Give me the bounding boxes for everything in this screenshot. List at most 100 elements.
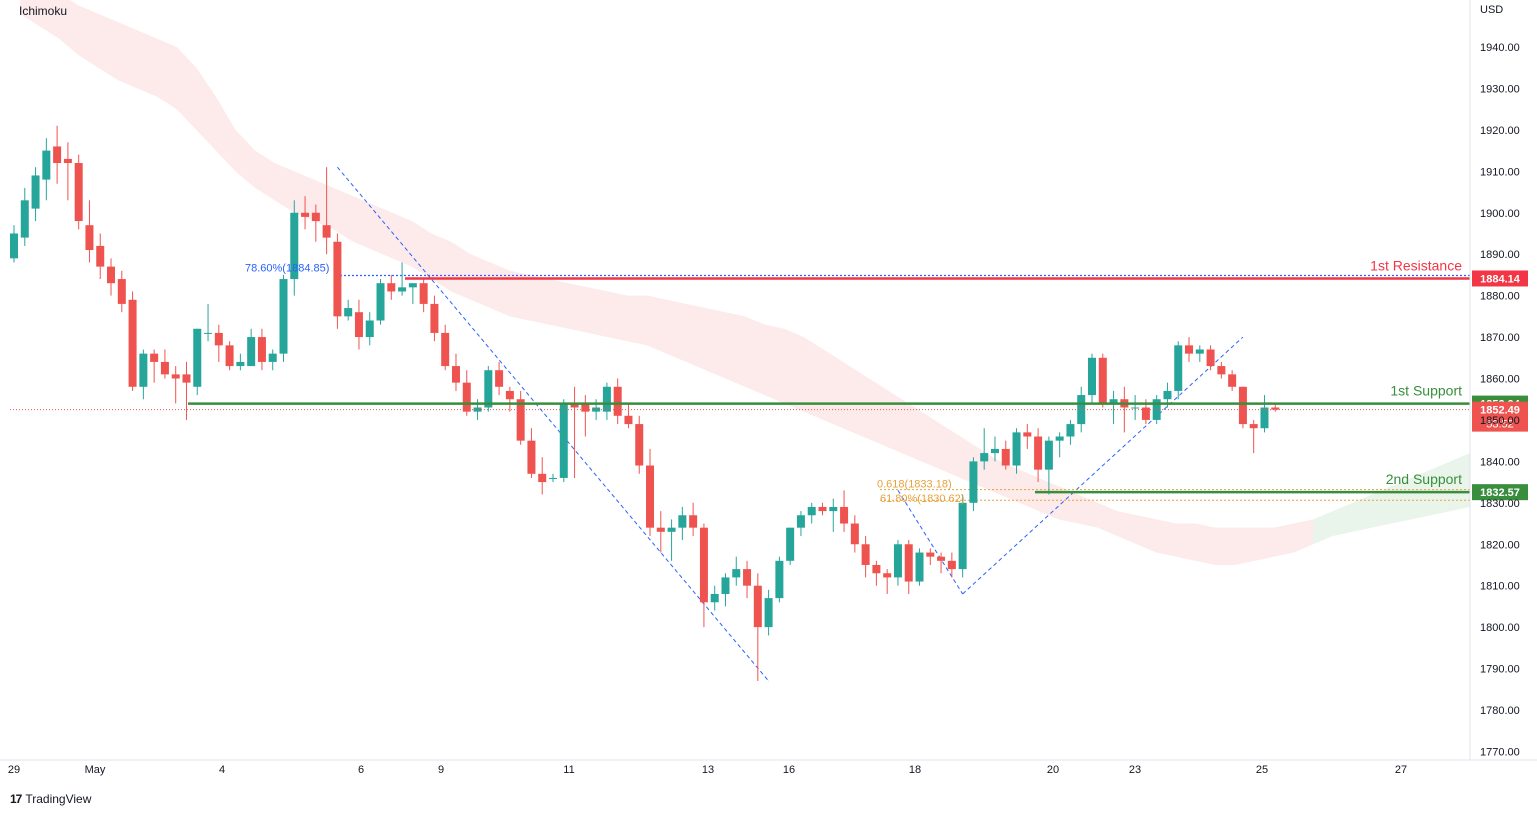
candle-body	[42, 150, 51, 180]
candle-body	[818, 506, 827, 512]
candle-body	[1174, 345, 1183, 391]
candle-body	[182, 374, 191, 383]
candle-body	[430, 303, 439, 333]
candle-body	[387, 283, 396, 292]
candle-body	[538, 473, 547, 483]
y-tick-label: 1780.00	[1480, 705, 1520, 717]
candle-body	[1044, 440, 1053, 470]
candle-body	[764, 598, 773, 628]
candle-body	[602, 386, 611, 412]
candle-body	[915, 552, 924, 582]
candle-body	[301, 212, 310, 217]
candle-body	[1195, 349, 1204, 354]
x-tick-label: 27	[1395, 764, 1407, 776]
candle-body	[225, 345, 234, 367]
candle-body	[1001, 448, 1010, 466]
candle-body	[193, 328, 202, 387]
x-tick-label: 29	[8, 764, 20, 776]
y-tick-label: 1830.00	[1480, 498, 1520, 510]
candle-body	[279, 279, 288, 354]
candle-body	[1238, 386, 1247, 425]
tradingview-logo-icon: 17	[10, 792, 22, 806]
candle-body	[926, 552, 935, 557]
current-price-tag	[1472, 401, 1528, 432]
y-tick-label: 1870.00	[1480, 332, 1520, 344]
y-tick-label: 1920.00	[1480, 125, 1520, 137]
candle-body	[495, 370, 504, 387]
candle-body	[1098, 357, 1107, 404]
candle-body	[775, 560, 784, 599]
candle-body	[311, 212, 320, 222]
level-price-label-2: 1832.57	[1480, 487, 1520, 499]
candle-body	[1228, 374, 1237, 387]
x-tick-label: 9	[438, 764, 444, 776]
candle-body	[85, 225, 94, 251]
x-tick-label: 18	[909, 764, 921, 776]
y-tick-label: 1850.00	[1480, 415, 1520, 427]
candle-body	[247, 337, 256, 367]
candle-body	[613, 386, 622, 416]
y-tick-label: 1810.00	[1480, 581, 1520, 593]
candle-body	[344, 308, 353, 317]
candle-body	[462, 382, 471, 412]
candle-body	[1066, 424, 1075, 437]
y-tick-label: 1840.00	[1480, 456, 1520, 468]
candle-body	[893, 544, 902, 578]
candle-body	[441, 332, 450, 367]
candle-body	[699, 527, 708, 603]
candle-body	[872, 564, 881, 574]
candle-body	[559, 403, 568, 478]
candle-body	[354, 312, 363, 338]
tradingview-brand: TradingView	[25, 792, 92, 806]
candle-body	[1023, 432, 1032, 437]
candle-body	[290, 212, 299, 280]
candle-body	[74, 163, 83, 222]
candle-body	[484, 370, 493, 408]
fib-label-0: 78.60%(1884.85)	[245, 263, 329, 275]
candle-body	[753, 585, 762, 628]
tradingview-logo[interactable]: 17 TradingView	[10, 792, 91, 806]
y-tick-label: 1930.00	[1480, 83, 1520, 95]
candle-body	[63, 158, 72, 164]
x-tick-label: 16	[783, 764, 795, 776]
candle-body	[31, 175, 40, 209]
candle-body	[958, 502, 967, 570]
candle-body	[980, 453, 989, 462]
x-tick-label: 23	[1129, 764, 1141, 776]
candle-body	[451, 366, 460, 383]
candle-body	[947, 560, 956, 570]
candle-body	[969, 461, 978, 503]
candle-body	[257, 337, 266, 362]
countdown-label: 53:52	[1486, 419, 1514, 431]
candle-body	[656, 527, 665, 532]
candle-body	[1185, 345, 1194, 354]
candle-body	[570, 403, 579, 408]
candle-body	[333, 241, 342, 317]
level-price-tag-2	[1472, 484, 1528, 501]
y-tick-label: 1880.00	[1480, 291, 1520, 303]
candle-body	[786, 527, 795, 561]
candle-body	[850, 523, 859, 545]
ichimoku-cloud-bullish	[1313, 453, 1470, 545]
x-tick-label: 11	[563, 764, 574, 776]
candle-body	[1131, 407, 1140, 409]
candle-body	[236, 361, 245, 367]
candle-body	[861, 544, 870, 565]
candle-body	[829, 506, 838, 512]
candle-body	[904, 544, 913, 582]
candle-body	[1141, 407, 1150, 420]
candle-body	[646, 465, 655, 528]
candle-body	[1109, 399, 1118, 404]
candle-body	[171, 374, 180, 379]
y-tick-label: 1890.00	[1480, 249, 1520, 261]
candle-body	[689, 515, 698, 528]
candle-body	[268, 353, 277, 362]
indicator-label[interactable]: Ichimoku	[19, 4, 68, 18]
x-tick-label: 13	[702, 764, 714, 776]
ichimoku-cloud-bearish	[20, 0, 1314, 565]
candle-body	[516, 399, 525, 441]
candle-body	[204, 332, 213, 334]
candle-body	[408, 283, 417, 288]
